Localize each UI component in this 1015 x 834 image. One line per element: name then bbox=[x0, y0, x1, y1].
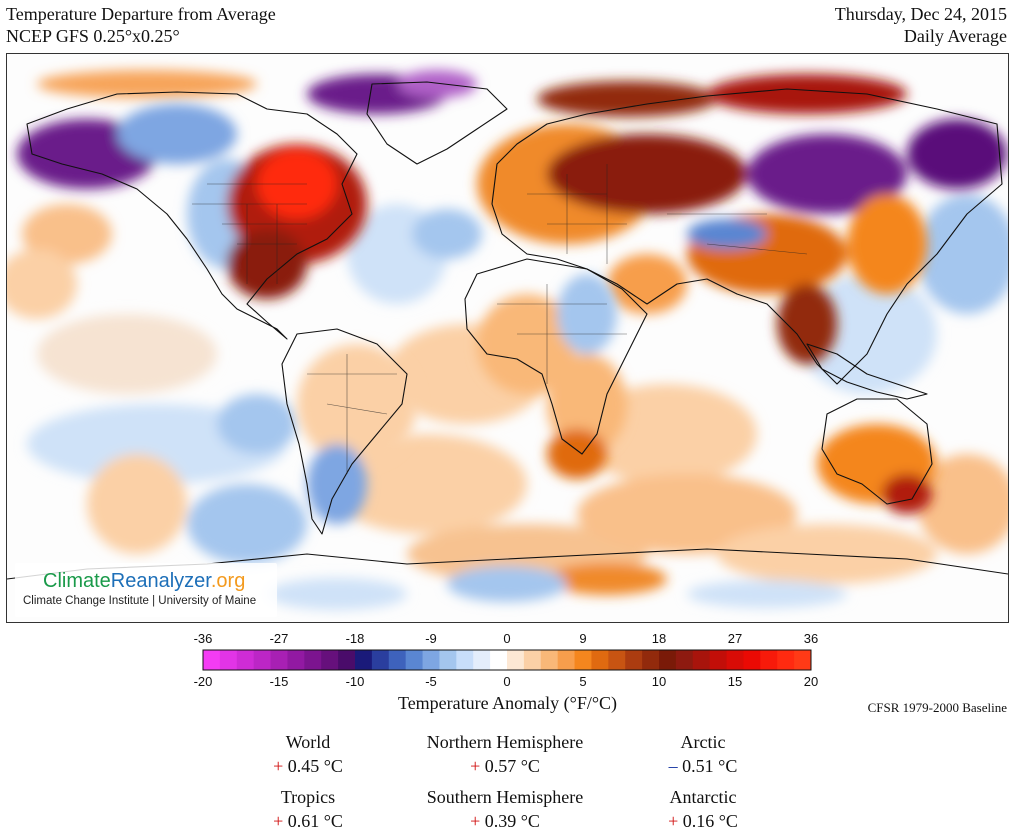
stat-label: Tropics bbox=[280, 787, 336, 807]
color-scale-cell bbox=[608, 650, 626, 670]
color-scale-cell bbox=[625, 650, 643, 670]
eurasia-anomaly bbox=[477, 74, 1007, 364]
color-scale-cell bbox=[321, 650, 339, 670]
anomaly-map: ClimateReanalyzer.org Climate Change Ins… bbox=[6, 53, 1009, 623]
color-scale-cell bbox=[794, 650, 812, 670]
color-scale-border bbox=[202, 649, 812, 671]
fahrenheit-tick-label: -18 bbox=[346, 631, 365, 646]
fahrenheit-ticks: -36 -27 -18 -9 0 9 18 27 36 bbox=[194, 631, 819, 646]
celsius-tick-label: -15 bbox=[270, 674, 289, 689]
color-scale-cell bbox=[371, 650, 390, 670]
celsius-tick-label: 15 bbox=[728, 674, 742, 689]
color-scale-cell bbox=[743, 650, 761, 670]
color-scale-cell bbox=[287, 650, 305, 670]
celsius-ticks: -20 -15 -10 -5 0 5 10 15 20 bbox=[194, 674, 819, 689]
color-scale-cell bbox=[439, 650, 457, 670]
celsius-tick-label: -20 bbox=[194, 674, 213, 689]
map-date: Thursday, Dec 24, 2015 bbox=[834, 4, 1007, 24]
stat-label: Southern Hemisphere bbox=[426, 787, 584, 807]
stat-label: Northern Hemisphere bbox=[426, 732, 584, 752]
fahrenheit-tick-label: -9 bbox=[425, 631, 437, 646]
fahrenheit-tick-label: 27 bbox=[728, 631, 742, 646]
stat-label: Arctic bbox=[680, 732, 726, 752]
fahrenheit-tick-label: 36 bbox=[804, 631, 818, 646]
scale-title: Temperature Anomaly (°F/°C) bbox=[397, 693, 618, 713]
color-scale-cell bbox=[422, 650, 440, 670]
color-scale-cell bbox=[777, 650, 795, 670]
color-scale-cell bbox=[557, 650, 576, 670]
celsius-tick-label: -5 bbox=[425, 674, 437, 689]
color-scale-cell bbox=[473, 650, 491, 670]
stat-world: World + 0.45 °C bbox=[198, 731, 418, 777]
color-scale-cell bbox=[709, 650, 728, 670]
map-title: Temperature Departure from Average bbox=[6, 4, 276, 24]
color-scale-bar bbox=[203, 650, 812, 670]
celsius-tick-label: -10 bbox=[346, 674, 365, 689]
stat-label: World bbox=[285, 732, 331, 752]
color-scale-cell bbox=[456, 650, 474, 670]
stat-label: Antarctic bbox=[669, 787, 737, 807]
stat-southern-hemisphere: Southern Hemisphere + 0.39 °C bbox=[395, 786, 615, 832]
color-scale-cell bbox=[675, 650, 694, 670]
fahrenheit-tick-label: -27 bbox=[270, 631, 289, 646]
color-scale-cell bbox=[540, 650, 559, 670]
map-period: Daily Average bbox=[903, 26, 1007, 46]
color-scale-cell bbox=[270, 650, 288, 670]
celsius-tick-label: 20 bbox=[804, 674, 818, 689]
stat-northern-hemisphere: Northern Hemisphere + 0.57 °C bbox=[395, 731, 615, 777]
color-scale-cell bbox=[203, 650, 221, 670]
color-scale-cell bbox=[507, 650, 525, 670]
color-scale-cell bbox=[219, 650, 238, 670]
stat-value: + 0.16 °C bbox=[668, 811, 738, 831]
color-scale-cell bbox=[338, 650, 356, 670]
map-subtitle: NCEP GFS 0.25°x0.25° bbox=[6, 26, 180, 46]
color-scale-cell bbox=[236, 650, 255, 670]
color-scale-cell bbox=[388, 650, 407, 670]
color-scale-cell bbox=[659, 650, 677, 670]
climate-reanalyzer-logo[interactable]: ClimateReanalyzer.org Climate Change Ins… bbox=[15, 563, 277, 617]
color-scale-cell bbox=[304, 650, 322, 670]
stat-antarctic: Antarctic + 0.16 °C bbox=[593, 786, 813, 832]
color-scale-cell bbox=[355, 650, 373, 670]
celsius-tick-label: 5 bbox=[579, 674, 586, 689]
color-scale-cell bbox=[405, 650, 424, 670]
stat-value: + 0.57 °C bbox=[470, 756, 540, 776]
color-scale-cell bbox=[726, 650, 744, 670]
color-scale-cell bbox=[591, 650, 609, 670]
color-scale-cell bbox=[253, 650, 272, 670]
fahrenheit-tick-label: -36 bbox=[194, 631, 213, 646]
stat-value: + 0.39 °C bbox=[470, 811, 540, 831]
logo-wordmark: ClimateReanalyzer.org bbox=[43, 570, 246, 592]
stat-value: – 0.51 °C bbox=[668, 756, 738, 776]
stat-value: + 0.61 °C bbox=[273, 811, 343, 831]
color-scale-cell bbox=[523, 650, 542, 670]
color-scale-cell bbox=[574, 650, 592, 670]
anomaly-map-graphic bbox=[7, 70, 1008, 610]
color-scale-cell bbox=[760, 650, 778, 670]
color-scale-cell bbox=[642, 650, 660, 670]
color-scale-cell bbox=[692, 650, 711, 670]
fahrenheit-tick-label: 0 bbox=[503, 631, 510, 646]
baseline-label: CFSR 1979-2000 Baseline bbox=[867, 700, 1007, 715]
celsius-tick-label: 10 bbox=[652, 674, 666, 689]
color-scale: -36 -27 -18 -9 0 9 18 27 36 -20 -15 -10 -5 0 5 10 15 20 bbox=[194, 631, 819, 689]
celsius-tick-label: 0 bbox=[503, 674, 510, 689]
stat-tropics: Tropics + 0.61 °C bbox=[198, 786, 418, 832]
fahrenheit-tick-label: 9 bbox=[579, 631, 586, 646]
color-scale-cell bbox=[490, 650, 508, 670]
stat-value: + 0.45 °C bbox=[273, 756, 343, 776]
fahrenheit-tick-label: 18 bbox=[652, 631, 666, 646]
border-layer bbox=[192, 164, 808, 474]
stat-arctic: Arctic – 0.51 °C bbox=[593, 731, 813, 777]
logo-subtitle: Climate Change Institute | University of… bbox=[23, 595, 257, 607]
